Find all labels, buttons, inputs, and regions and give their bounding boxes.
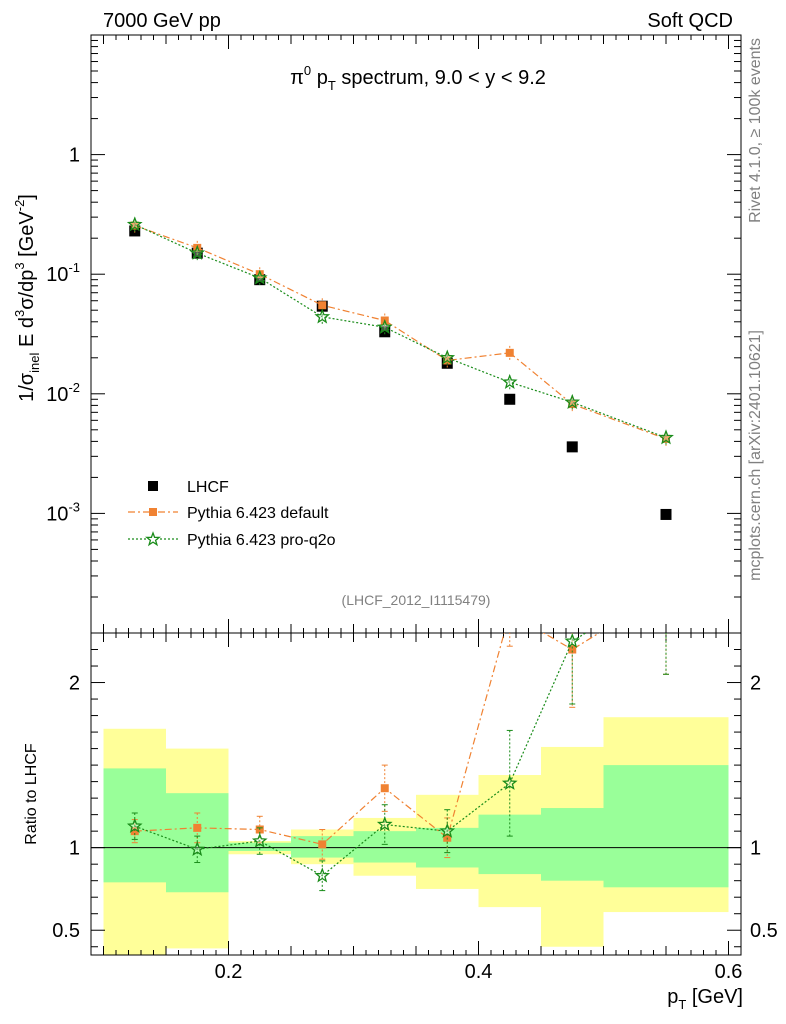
legend-entry-default: Pythia 6.423 default xyxy=(128,505,329,522)
legend-entry-lhcf: LHCF xyxy=(148,479,229,496)
ratio-axis-label: Ratio to LHCF xyxy=(23,743,40,845)
ratio-1-point-1 xyxy=(193,823,202,832)
ratio-tick-label-right-2: 2 xyxy=(750,673,761,695)
lhcf-point-8 xyxy=(660,508,672,520)
ratio-series xyxy=(126,577,672,892)
header-right: Soft QCD xyxy=(647,10,733,32)
ratio-1-point-8 xyxy=(662,588,670,596)
ratio-tick-label-left-1: 1 xyxy=(69,838,80,860)
x-tick-label-2: 0.6 xyxy=(715,961,743,983)
series-2-point-7 xyxy=(564,393,581,409)
chart-title: π0 pT spectrum, 9.0 < y < 9.2 xyxy=(290,63,546,93)
band-inner-4 xyxy=(353,831,416,863)
series-layer xyxy=(126,216,674,892)
lhcf-point-6 xyxy=(504,393,516,405)
side-text-bottom: mcplots.cern.ch [arXiv:2401.10621] xyxy=(747,330,764,581)
y-axis-label: 1/σinel E d3σ/dp3 [GeV-2] xyxy=(12,194,42,402)
ratio-1-point-7 xyxy=(568,645,577,654)
y-tick-label-1: 10-1 xyxy=(46,260,80,286)
ratio-1-point-0 xyxy=(130,827,139,836)
x-axis-label: pT [GeV] xyxy=(667,986,743,1012)
legend-entry-pro-q2o: Pythia 6.423 pro-q2o xyxy=(128,531,336,549)
ratio-2-point-3 xyxy=(314,867,331,883)
lhcf-point-4 xyxy=(379,326,391,338)
ratio-2-point-5 xyxy=(439,822,456,838)
ratio-1-point-6 xyxy=(506,609,514,617)
y-tick-label-2: 10-2 xyxy=(46,380,80,406)
ratio-tick-label-left-2: 2 xyxy=(69,673,80,695)
series-2-point-8 xyxy=(658,429,674,445)
ratio-tick-label-right-1: 1 xyxy=(750,838,761,860)
ratio-1-point-3 xyxy=(318,840,327,849)
series-2-point-4 xyxy=(376,319,393,334)
ratio-tick-label-left-0: 0.5 xyxy=(52,920,80,942)
legend-label-default: Pythia 6.423 default xyxy=(187,505,329,522)
x-tick-label-0: 0.2 xyxy=(215,961,243,983)
ratio-1-point-4 xyxy=(380,784,389,793)
x-tick-label-1: 0.4 xyxy=(465,961,493,983)
ratio-tick-label-right-0: 0.5 xyxy=(750,920,778,942)
analysis-label: (LHCF_2012_I1115479) xyxy=(342,592,491,608)
series-1-point-3 xyxy=(318,301,327,310)
main-series xyxy=(126,216,674,520)
ratio-2-point-1 xyxy=(189,840,206,857)
lhcf-point-7 xyxy=(566,441,578,453)
legend-marker-default xyxy=(149,508,157,516)
ratio-line-2 xyxy=(134,633,587,877)
ratio-2-point-8 xyxy=(660,577,672,589)
legend-label-lhcf: LHCF xyxy=(187,479,229,496)
band-inner-6 xyxy=(478,814,541,875)
ratio-2-point-2 xyxy=(251,832,268,848)
ratio-2-point-0 xyxy=(126,817,143,833)
ratio-2-point-6 xyxy=(501,775,518,790)
series-2-point-1 xyxy=(189,244,206,260)
band-inner-2 xyxy=(228,842,291,851)
legend-marker-pro-q2o xyxy=(145,531,161,547)
y-tick-label-0: 1 xyxy=(69,145,80,167)
header-left: 7000 GeV pp xyxy=(103,10,221,32)
uncertainty-bands xyxy=(91,717,741,955)
series-2-point-5 xyxy=(439,349,456,365)
series-line-1 xyxy=(134,225,667,440)
series-2-point-2 xyxy=(251,269,268,285)
series-1-point-2 xyxy=(255,270,264,279)
side-text-top: Rivet 4.1.0, ≥ 100k events xyxy=(747,38,764,223)
ratio-2-point-7 xyxy=(564,633,581,648)
ratio-2-point-4 xyxy=(376,816,393,832)
legend: LHCF Pythia 6.423 default Pythia 6.423 p… xyxy=(128,479,336,549)
series-1-point-6 xyxy=(505,348,514,357)
series-2-point-3 xyxy=(314,308,331,324)
band-inner-7 xyxy=(541,808,604,881)
y-tick-label-3: 10-3 xyxy=(46,499,80,525)
series-line-2 xyxy=(134,224,667,439)
band-inner-8 xyxy=(603,765,729,888)
axis-ticks: 0.2 0.4 0.6 1 10-1 10-2 10-3 0.5 0.5 1 1 2 2 xyxy=(46,35,778,983)
legend-label-pro-q2o: Pythia 6.423 pro-q2o xyxy=(187,532,336,549)
legend-marker-lhcf xyxy=(148,481,158,491)
series-2-point-0 xyxy=(126,216,143,232)
series-2-point-6 xyxy=(501,373,518,389)
